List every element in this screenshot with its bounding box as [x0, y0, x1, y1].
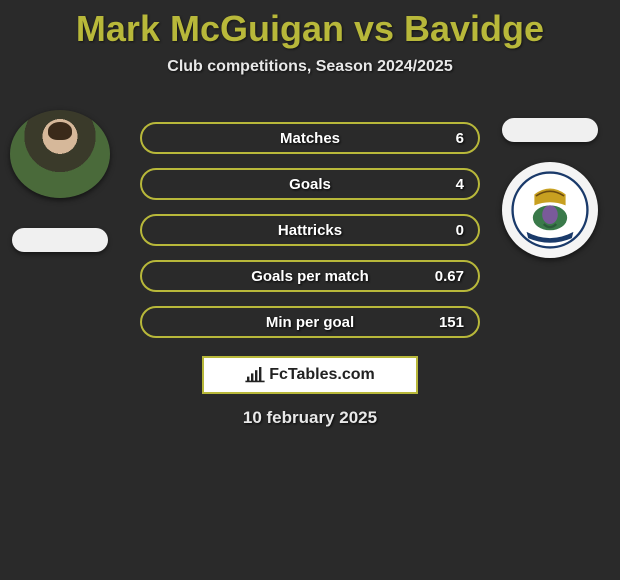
left-placeholder-pill	[12, 228, 108, 252]
brand-box: FcTables.com	[202, 356, 418, 394]
stat-value-right: 0	[456, 222, 464, 239]
stat-label: Goals per match	[251, 268, 369, 285]
stat-label: Min per goal	[266, 314, 354, 331]
stat-label: Matches	[280, 130, 340, 147]
player-right-club-badge	[502, 162, 598, 258]
stat-row-matches: Matches 6	[140, 122, 480, 154]
stat-row-goals: Goals 4	[140, 168, 480, 200]
player-left-photo	[10, 110, 110, 198]
left-column	[10, 110, 110, 252]
stat-row-hattricks: Hattricks 0	[140, 214, 480, 246]
stats-list: Matches 6 Goals 4 Hattricks 0 Goals per …	[140, 122, 480, 338]
stat-row-min-per-goal: Min per goal 151	[140, 306, 480, 338]
bar-chart-icon	[245, 367, 265, 383]
stat-value-right: 0.67	[435, 268, 464, 285]
stat-value-right: 6	[456, 130, 464, 147]
subtitle: Club competitions, Season 2024/2025	[0, 58, 620, 76]
stat-row-goals-per-match: Goals per match 0.67	[140, 260, 480, 292]
stat-label: Goals	[289, 176, 331, 193]
right-placeholder-pill	[502, 118, 598, 142]
brand-text: FcTables.com	[269, 366, 375, 384]
page-title: Mark McGuigan vs Bavidge	[0, 0, 620, 50]
stat-label: Hattricks	[278, 222, 342, 239]
club-crest-icon	[511, 171, 589, 249]
right-column	[500, 118, 600, 258]
date-text: 10 february 2025	[0, 408, 620, 428]
stat-value-right: 4	[456, 176, 464, 193]
stat-value-right: 151	[439, 314, 464, 331]
